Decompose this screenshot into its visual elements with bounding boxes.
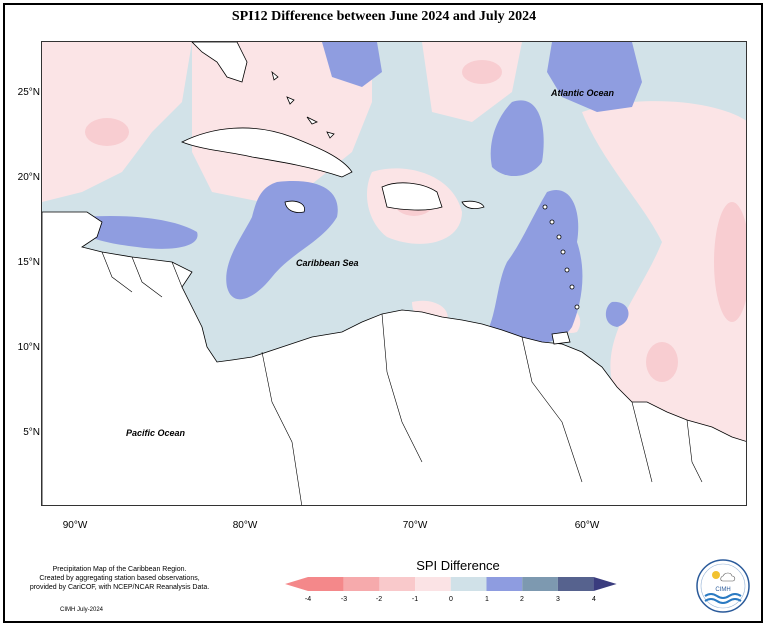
borders xyxy=(101,251,703,505)
legend-colorbar xyxy=(285,577,617,591)
map-title: SPI12 Difference between June 2024 and J… xyxy=(231,9,537,24)
legend-swatch xyxy=(415,577,451,591)
y-tick-15n: 15°N xyxy=(17,257,40,268)
legend-tick: 1 xyxy=(485,596,489,603)
credit-line-3: provided by CariCOF, with NCEP/NCAR Rean… xyxy=(29,584,210,591)
legend-tick: -3 xyxy=(340,596,348,603)
y-tick-25n: 25°N xyxy=(17,87,40,98)
legend-swatch xyxy=(557,577,594,591)
legend-swatch xyxy=(522,577,558,591)
y-tick-5n: 5°N xyxy=(23,427,40,438)
legend-swatch xyxy=(486,577,523,591)
credit-short: CIMH July-2024 xyxy=(60,607,104,613)
legend-tick: -4 xyxy=(304,596,312,603)
map-svg xyxy=(42,42,746,505)
legend-tick: -1 xyxy=(411,596,419,603)
legend-swatch xyxy=(379,577,416,591)
label-atlantic-ocean: Atlantic Ocean xyxy=(551,88,615,98)
legend-swatch xyxy=(343,577,380,591)
legend-swatch-left-arrow xyxy=(285,577,308,591)
legend-swatch xyxy=(450,577,487,591)
credit-line-2: Created by aggregating station based obs… xyxy=(39,575,200,582)
legend-tick: -2 xyxy=(375,596,383,603)
x-tick-90w: 90°W xyxy=(62,520,88,531)
map-panel xyxy=(41,41,747,506)
legend-tick: 2 xyxy=(520,596,524,603)
legend-tick: 4 xyxy=(592,596,596,603)
legend-swatch xyxy=(308,577,344,591)
x-tick-70w: 70°W xyxy=(402,520,428,531)
x-tick-80w: 80°W xyxy=(232,520,258,531)
y-tick-20n: 20°N xyxy=(17,172,40,183)
logo-text: CIMH xyxy=(715,587,730,593)
credit-block: Precipitation Map of the Caribbean Regio… xyxy=(12,565,227,592)
legend-tick: 0 xyxy=(449,596,453,603)
legend-swatch-right-arrow xyxy=(593,577,617,591)
x-tick-60w: 60°W xyxy=(574,520,600,531)
cimh-logo: CIMH xyxy=(696,559,750,613)
y-tick-10n: 10°N xyxy=(17,342,40,353)
legend-tick: 3 xyxy=(556,596,560,603)
label-pacific-ocean: Pacific Ocean xyxy=(126,428,186,438)
label-caribbean-sea: Caribbean Sea xyxy=(296,258,359,268)
credit-line-1: Precipitation Map of the Caribbean Regio… xyxy=(52,566,187,573)
legend-title: SPI Difference xyxy=(416,558,500,573)
